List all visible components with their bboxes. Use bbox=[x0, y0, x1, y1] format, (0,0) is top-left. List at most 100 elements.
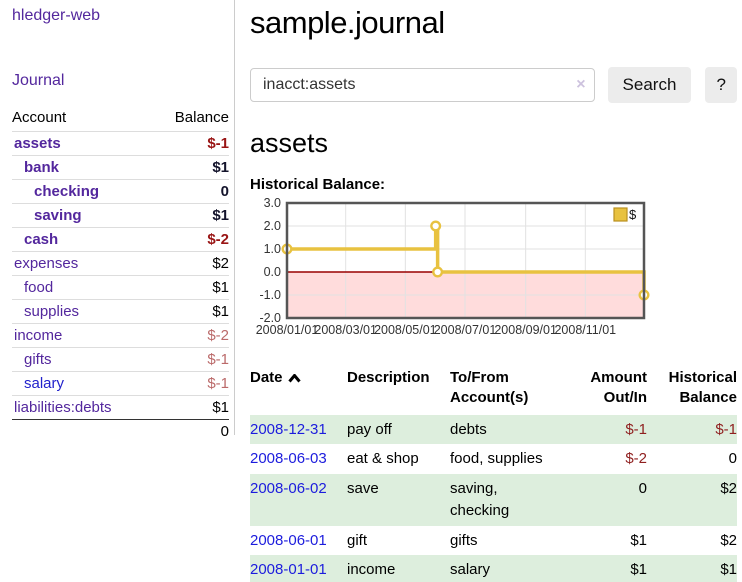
transaction-description: pay off bbox=[347, 420, 392, 438]
chart-title: Historical Balance: bbox=[250, 176, 386, 193]
account-link[interactable]: salary bbox=[24, 375, 65, 392]
transaction-balance: $2 bbox=[720, 480, 737, 497]
account-balance: $1 bbox=[212, 159, 229, 176]
account-balance: $1 bbox=[212, 207, 229, 224]
account-row: liabilities:debts $1 bbox=[12, 395, 229, 420]
accounts-total-row: 0 bbox=[12, 419, 229, 444]
account-balance: $1 bbox=[212, 303, 229, 320]
account-link[interactable]: income bbox=[14, 327, 63, 344]
account-row: food $1 bbox=[12, 275, 229, 300]
help-button[interactable]: ? bbox=[705, 67, 737, 103]
search-form: × Search ? bbox=[250, 67, 737, 103]
account-link[interactable]: assets bbox=[14, 135, 61, 152]
register-row: 2008-06-02 save saving, checking 0 $2 bbox=[250, 474, 737, 526]
x-axis-tick-label: 2008/03/01 bbox=[314, 323, 377, 337]
transaction-balance: 0 bbox=[728, 450, 737, 468]
transaction-accounts: saving, checking bbox=[450, 480, 510, 519]
transaction-amount: $-2 bbox=[625, 450, 647, 468]
x-axis-tick-label: 2008/09/01 bbox=[494, 323, 557, 337]
transaction-accounts: debts bbox=[450, 420, 487, 438]
account-row: income $-2 bbox=[12, 323, 229, 348]
account-link[interactable]: gifts bbox=[24, 351, 52, 368]
main-content: sample.journal × Search ? assets Histori… bbox=[240, 0, 742, 582]
account-link[interactable]: supplies bbox=[24, 303, 80, 320]
chart-plot-border bbox=[285, 201, 646, 320]
x-axis-tick-label: 2008/07/01 bbox=[434, 323, 497, 337]
register-row: 2008-01-01 income salary $1 $1 bbox=[250, 555, 737, 582]
transaction-date-link[interactable]: 2008-06-01 bbox=[250, 531, 327, 549]
account-balance: $2 bbox=[212, 255, 229, 272]
transaction-balance: $-1 bbox=[715, 420, 737, 438]
transaction-date-link[interactable]: 2008-06-02 bbox=[250, 480, 327, 497]
account-link[interactable]: expenses bbox=[14, 255, 79, 272]
sidebar-divider bbox=[234, 0, 235, 435]
clear-search-icon[interactable]: × bbox=[576, 76, 586, 93]
transaction-date-link[interactable]: 2008-12-31 bbox=[250, 420, 327, 438]
register-header-row: Date Description To/From Account(s) Amoun… bbox=[250, 366, 737, 415]
chart-legend-label: $ bbox=[629, 207, 637, 222]
x-axis-tick-label: 2008/01/01 bbox=[256, 323, 319, 337]
account-row: bank $1 bbox=[12, 155, 229, 180]
transaction-balance: $2 bbox=[720, 531, 737, 549]
column-header-balance: Historical Balance bbox=[668, 369, 737, 407]
y-axis-tick-label: 0.0 bbox=[264, 265, 281, 279]
account-row: supplies $1 bbox=[12, 299, 229, 324]
account-balance: $-2 bbox=[207, 327, 229, 344]
sort-ascending-icon bbox=[287, 373, 301, 383]
transaction-date-link[interactable]: 2008-01-01 bbox=[250, 561, 327, 579]
search-button[interactable]: Search bbox=[607, 67, 692, 103]
register-table: Date Description To/From Account(s) Amoun… bbox=[250, 366, 737, 582]
x-axis-tick-label: 2008/11/01 bbox=[554, 323, 616, 337]
y-axis-tick-label: 3.0 bbox=[264, 198, 281, 210]
transaction-accounts: salary bbox=[450, 561, 491, 579]
x-axis-tick-label: 2008/05/01 bbox=[374, 323, 437, 337]
register-row: 2008-12-31 pay off debts $-1 $-1 bbox=[250, 414, 737, 445]
app-title-link[interactable]: hledger-web bbox=[12, 7, 101, 24]
accounts-total-spacer bbox=[12, 420, 152, 444]
transaction-description: income bbox=[347, 561, 396, 579]
transaction-date-link[interactable]: 2008-06-03 bbox=[250, 450, 327, 468]
account-link[interactable]: food bbox=[24, 279, 54, 296]
accounts-header-account: Account bbox=[12, 109, 67, 126]
account-link[interactable]: saving bbox=[34, 207, 82, 224]
account-balance: $1 bbox=[212, 399, 229, 416]
account-row: salary $-1 bbox=[12, 371, 229, 396]
historical-balance-chart: 3.0 2.0 1.0 0.0 -1.0 -2.02008/01/012008/03/01… bbox=[256, 198, 650, 337]
column-header-amount: Amount Out/In bbox=[590, 369, 647, 407]
transaction-amount: $-1 bbox=[625, 420, 647, 438]
account-balance: $-2 bbox=[207, 231, 229, 248]
y-axis-tick-label: 2.0 bbox=[264, 219, 281, 233]
page-title: sample.journal bbox=[250, 5, 445, 40]
chart-data-point bbox=[430, 220, 442, 232]
transaction-description: eat & shop bbox=[347, 450, 419, 468]
column-header-date[interactable]: Date bbox=[250, 366, 347, 415]
account-row: checking 0 bbox=[12, 179, 229, 204]
account-heading: assets bbox=[250, 128, 329, 158]
accounts-tree-table: Account Balance assets $-1 bank $1 check… bbox=[12, 106, 229, 443]
chart-legend-swatch bbox=[613, 207, 628, 222]
account-link[interactable]: checking bbox=[34, 183, 100, 200]
register-row: 2008-06-01 gift gifts $1 $2 bbox=[250, 526, 737, 556]
account-row: assets $-1 bbox=[12, 131, 229, 156]
y-axis-tick-label: 1.0 bbox=[264, 242, 281, 256]
transaction-amount: $1 bbox=[630, 531, 647, 549]
column-header-accounts: To/From Account(s) bbox=[450, 369, 529, 407]
account-row: gifts $-1 bbox=[12, 347, 229, 372]
account-row: expenses $2 bbox=[12, 251, 229, 276]
transaction-balance: $1 bbox=[720, 561, 737, 579]
account-link[interactable]: bank bbox=[24, 159, 60, 176]
sidebar: hledger-web Journal Account Balance asse… bbox=[12, 0, 229, 443]
sidebar-item-journal[interactable]: Journal bbox=[12, 72, 65, 89]
transaction-amount: $1 bbox=[630, 561, 647, 579]
accounts-total-value: 0 bbox=[220, 423, 229, 440]
chart-data-point bbox=[432, 266, 444, 278]
account-link[interactable]: cash bbox=[24, 231, 59, 248]
search-input[interactable] bbox=[250, 68, 595, 102]
transaction-description: gift bbox=[347, 531, 368, 549]
accounts-header-balance: Balance bbox=[174, 109, 229, 126]
accounts-header-row: Account Balance bbox=[12, 106, 229, 132]
account-link[interactable]: liabilities:debts bbox=[14, 399, 112, 416]
account-row: cash $-2 bbox=[12, 227, 229, 252]
account-row: saving $1 bbox=[12, 203, 229, 228]
